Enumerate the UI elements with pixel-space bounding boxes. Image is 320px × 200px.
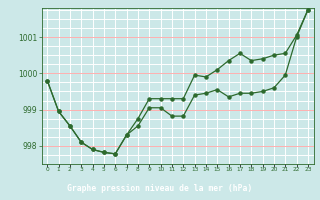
Text: Graphe pression niveau de la mer (hPa): Graphe pression niveau de la mer (hPa) — [68, 184, 252, 193]
